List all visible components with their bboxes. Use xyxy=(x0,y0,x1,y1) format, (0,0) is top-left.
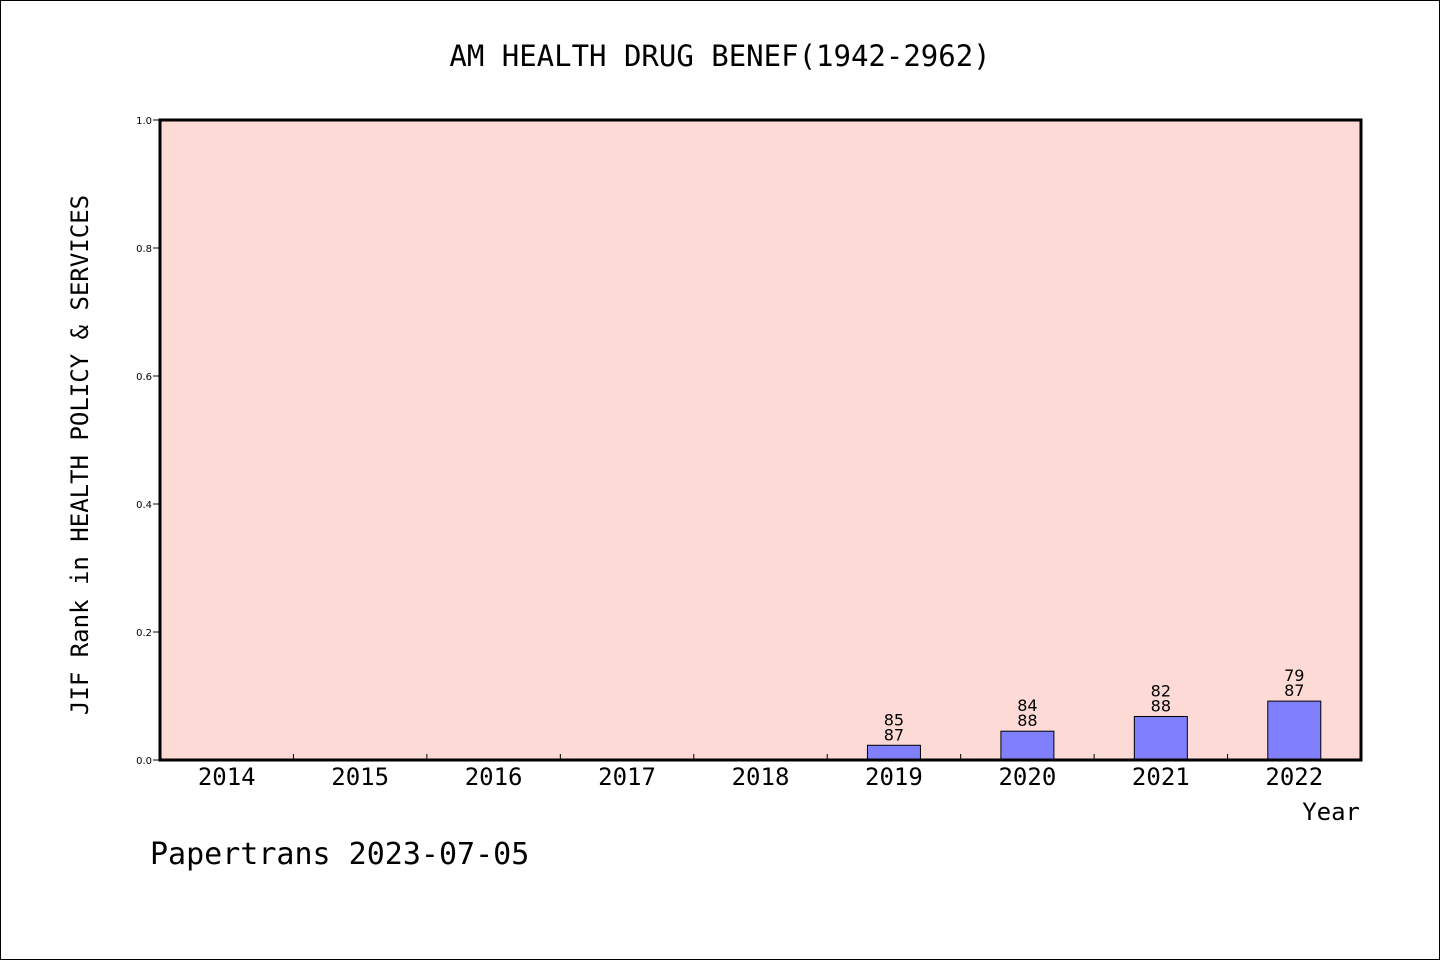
x-tick-label: 2019 xyxy=(865,763,923,791)
y-axis-label: JIF Rank in HEALTH POLICY & SERVICES xyxy=(66,195,94,715)
bar-total-label: 88 xyxy=(1151,696,1171,715)
bar-total-label: 88 xyxy=(1017,711,1037,730)
x-tick-label: 2014 xyxy=(198,763,256,791)
x-tick-label: 2022 xyxy=(1265,763,1323,791)
y-tick-label: 0.2 xyxy=(136,628,152,639)
bar-rank-label: 84 xyxy=(1017,696,1037,715)
bar xyxy=(1000,730,1055,761)
x-tick-label: 2018 xyxy=(732,763,790,791)
bar-rank-label: 79 xyxy=(1284,666,1304,685)
x-axis-label: Year xyxy=(1302,798,1360,826)
x-tick-label: 2017 xyxy=(598,763,656,791)
x-tick-label: 2016 xyxy=(465,763,523,791)
bar-total-label: 87 xyxy=(1284,681,1304,700)
x-tick-label: 2015 xyxy=(331,763,389,791)
bar xyxy=(1133,715,1188,761)
y-tick-label: 0.8 xyxy=(136,244,152,255)
plot-border xyxy=(158,118,1363,762)
y-tick-label: 0.0 xyxy=(136,756,152,767)
x-axis: 2014 2015 2016 2017 2018 2019 2020 2021 2022 xyxy=(198,754,1323,791)
plot-area xyxy=(160,120,1361,760)
bar xyxy=(1267,700,1322,761)
y-tick-label: 0.6 xyxy=(136,372,152,383)
y-tick-label: 0.4 xyxy=(136,500,152,511)
bar xyxy=(866,744,921,761)
y-tick-label: 1.0 xyxy=(136,116,152,127)
bar-rank-label: 82 xyxy=(1151,681,1171,700)
x-tick-label: 2020 xyxy=(998,763,1056,791)
bar-total-label: 87 xyxy=(884,725,904,744)
chart-title: AM HEALTH DRUG BENEF(1942-2962) xyxy=(449,39,990,73)
footer-watermark: Papertrans 2023-07-05 xyxy=(150,837,529,872)
bar-rank-label: 85 xyxy=(884,710,904,729)
y-axis: 0.0 0.2 0.4 0.6 0.8 1.0 xyxy=(136,116,160,767)
x-tick-label: 2021 xyxy=(1132,763,1190,791)
